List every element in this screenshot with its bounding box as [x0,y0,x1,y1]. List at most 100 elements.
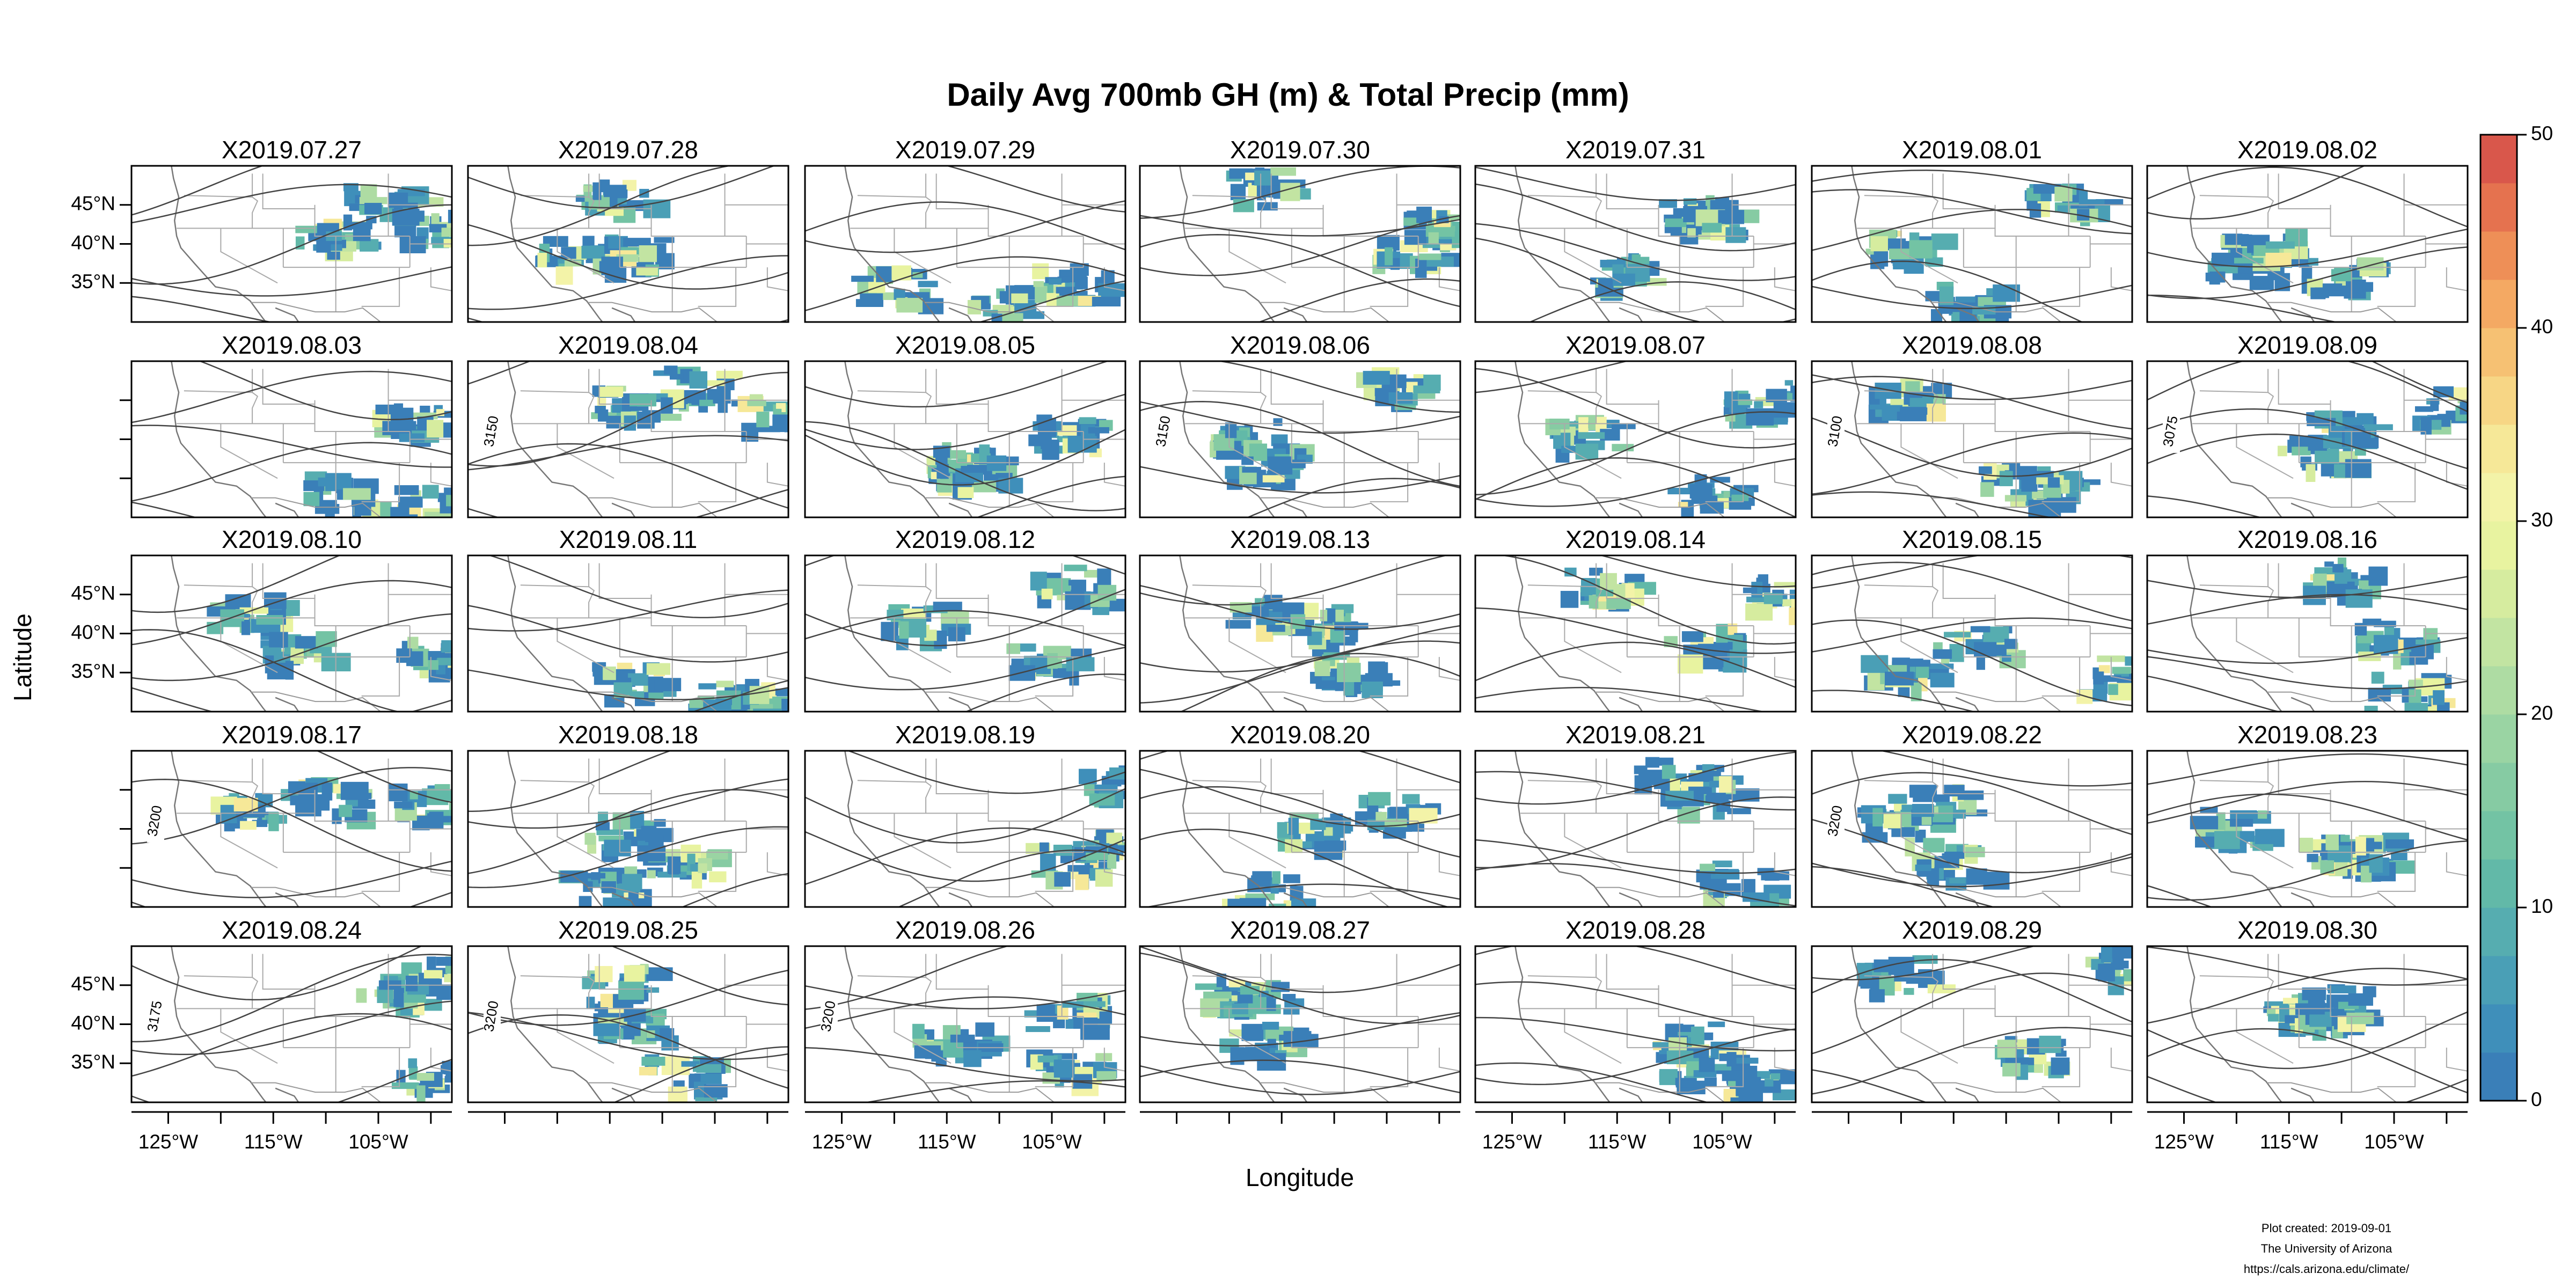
contour-line [1140,828,1451,907]
panel-frame [1139,360,1461,518]
state-line [220,228,278,284]
state-line [698,267,737,307]
coastline [1955,502,1980,517]
contour-line [131,442,452,502]
precip-cell [2039,1035,2061,1053]
precip-cell [422,485,439,499]
coastline [171,361,267,517]
figure-title: Daily Avg 700mb GH (m) & Total Precip (m… [947,77,1629,113]
state-line [1864,195,1933,198]
contour-line [805,393,1125,450]
panel-frame [1474,360,1797,518]
state-line [925,563,932,618]
state-line [1596,563,1602,618]
precip-cell [2077,209,2090,221]
map-panel [131,946,452,1102]
border-line [925,887,1055,907]
contour-line [805,429,1125,486]
state-line [1774,267,1796,291]
precip-cell [1712,860,1732,868]
precip-cell [2340,835,2350,842]
precip-cell [416,1085,426,1102]
map-panel [468,751,788,907]
panel-title: X2019.08.19 [895,721,1035,749]
contour-line [1475,411,1796,495]
contour-label-bg [1155,409,1173,453]
precip-cell [1036,1004,1055,1022]
border-line [251,302,382,322]
precip-cell [1949,878,1966,884]
border-line [1595,1082,1725,1102]
precip-cell [595,966,613,983]
precip-cell [896,298,923,313]
precip-cell [537,253,547,268]
precip-cell [2384,625,2395,635]
panel-frame [1474,165,1797,323]
precip-cell [654,237,675,243]
precip-cell [448,209,452,223]
precip-cell [305,791,318,801]
state-line [2110,463,2132,487]
coastline [1619,307,1643,322]
border-line [588,691,718,712]
border-line [925,691,1055,712]
state-line [2330,594,2426,626]
state-line [698,1048,737,1087]
state-line [598,173,652,210]
contour-line [1140,234,1460,308]
precip-cell [772,414,788,431]
precip-cell [1257,1053,1286,1071]
state-line [361,267,400,307]
state-line [935,758,989,795]
border-line [251,1082,382,1102]
coastline [2186,555,2283,712]
map-panel [131,555,452,712]
precip-cell [240,821,257,830]
precip-cell [1255,598,1265,604]
precip-cell [429,811,444,829]
x-tick-label: 115°W [1588,1131,1646,1153]
state-line [557,1008,614,1064]
colorbar-band [2480,183,2517,232]
state-line [766,657,788,681]
contour-line [805,946,1010,1010]
precip-cell [1413,385,1440,394]
precip-cell [1088,427,1109,434]
precip-cell [1564,567,1577,577]
precip-cell [1272,871,1281,884]
colorbar-band [2480,280,2517,328]
precip-cell [1681,631,1703,642]
precip-cell [2361,866,2372,883]
contour-line [1812,772,2132,836]
contour-line [468,789,788,874]
contour-label-bg [147,799,164,843]
state-line [2377,1048,2416,1087]
state-line [766,463,788,487]
state-line [2446,657,2468,681]
precip-cell [2200,807,2218,814]
precip-cell [1416,207,1432,223]
state-line [2110,657,2132,681]
precip-cell [1897,411,1923,421]
precip-cell [1054,872,1071,887]
coastline [948,1087,973,1102]
precip-cell [1079,417,1096,425]
precip-cell [1002,313,1023,322]
contour-line [2147,780,2468,824]
contour-line [1140,786,1460,858]
state-line [598,563,652,599]
precip-cell [709,871,727,883]
state-line [2278,563,2331,599]
contour-line [897,849,1125,907]
precip-cell [1283,874,1300,883]
panel-title: X2019.08.04 [558,331,698,359]
state-line [1260,758,1267,814]
precip-cell [303,492,320,507]
precip-cell [598,836,624,841]
contour-line [2147,656,2468,690]
precip-cell [1073,1018,1098,1029]
precip-cell [1957,790,1984,800]
contour-line [805,646,1125,691]
precip-cell [1898,685,1910,697]
precip-cell [1613,273,1635,286]
